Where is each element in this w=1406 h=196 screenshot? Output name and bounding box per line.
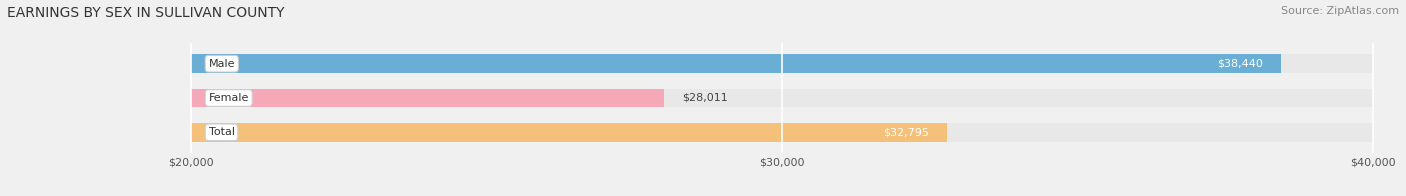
Bar (191, 89, 1374, 107)
Text: EARNINGS BY SEX IN SULLIVAN COUNTY: EARNINGS BY SEX IN SULLIVAN COUNTY (7, 6, 284, 20)
Bar (191, 54, 1281, 73)
Bar (191, 54, 1374, 73)
Text: Female: Female (208, 93, 249, 103)
Text: $28,011: $28,011 (682, 93, 728, 103)
Text: Male: Male (208, 59, 235, 69)
Bar (191, 123, 1374, 142)
Text: $38,440: $38,440 (1218, 59, 1263, 69)
Text: $32,795: $32,795 (883, 127, 929, 137)
Text: Source: ZipAtlas.com: Source: ZipAtlas.com (1281, 6, 1399, 16)
Text: Total: Total (208, 127, 235, 137)
Bar (191, 123, 948, 142)
Bar (191, 89, 665, 107)
